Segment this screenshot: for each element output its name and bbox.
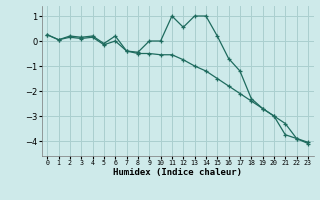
X-axis label: Humidex (Indice chaleur): Humidex (Indice chaleur) — [113, 168, 242, 177]
